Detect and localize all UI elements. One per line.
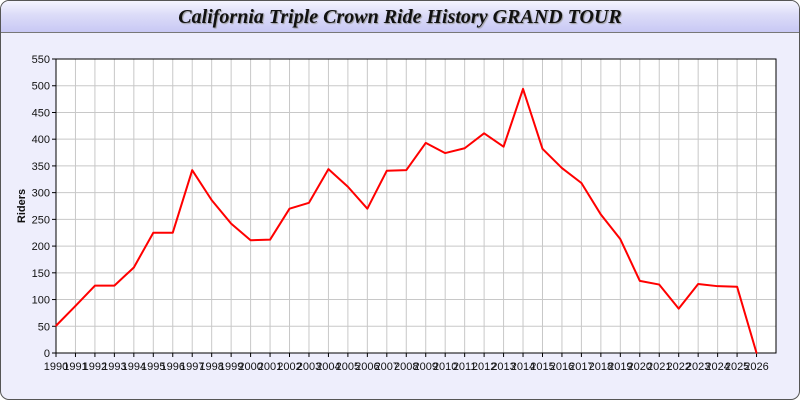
data-point [697,283,699,285]
x-tick-label: 2003 [297,361,321,373]
x-tick-label: 2000 [238,361,262,373]
y-tick-label: 250 [32,214,50,226]
x-tick-label: 2015 [530,361,554,373]
x-tick-label: 2014 [511,361,535,373]
y-tick-label: 200 [32,241,50,253]
y-tick-label: 400 [32,134,50,146]
data-point [210,199,213,201]
y-tick-label: 550 [32,54,50,66]
y-tick-label: 0 [44,348,50,360]
x-tick-label: 2018 [589,361,613,373]
x-tick-label: 2001 [258,361,282,373]
plot-border [55,58,777,354]
x-tick-label: 2002 [277,361,301,373]
x-tick-label: 2025 [725,361,749,373]
x-tick-label: 1996 [161,361,185,373]
x-tick-label: 2021 [647,361,671,373]
data-point [736,285,738,288]
y-tick-label: 300 [32,188,50,200]
data-point [405,169,408,171]
data-point [600,213,602,216]
y-tick-label: 150 [32,268,50,280]
x-tick-label: 2009 [413,361,437,373]
data-point [366,207,369,210]
data-point [444,152,446,154]
data-point [191,169,194,171]
x-tick-label: 1991 [63,361,87,373]
data-point [308,201,310,204]
plot-area [56,59,776,353]
x-tick-label: 2010 [433,361,457,373]
data-point [55,324,57,327]
x-tick-label: 1999 [219,361,243,373]
data-point [230,222,232,225]
data-point [755,352,758,354]
data-point [522,88,524,90]
data-point [152,231,155,234]
data-point [677,307,680,310]
data-point [580,182,583,184]
x-tick-label: 1994 [122,361,146,373]
x-tick-label: 1998 [199,361,223,373]
data-point [386,169,388,172]
x-tick-label: 2020 [628,361,652,373]
data-point [424,142,427,144]
chart-title: California Triple Crown Ride History GRA… [178,6,622,28]
data-point [638,280,641,282]
data-point [658,283,661,286]
data-point [171,231,174,234]
x-tick-label: 2022 [666,361,690,373]
y-tick-label: 350 [32,161,50,173]
data-point [113,284,116,287]
x-tick-label: 2007 [375,361,399,373]
x-tick-label: 1993 [102,361,126,373]
x-tick-label: 2006 [355,361,379,373]
y-axis-label: Riders [16,189,28,223]
y-tick-label: 50 [38,321,50,333]
data-point [541,148,544,150]
data-point [74,305,77,307]
x-tick-label: 2012 [472,361,496,373]
data-point [249,239,252,242]
data-point [347,185,349,188]
x-tick-label: 2016 [550,361,574,373]
x-tick-label: 2004 [316,361,340,373]
data-point [561,167,563,169]
data-point [716,285,719,287]
data-point [483,132,485,135]
x-tick-label: 1992 [83,361,107,373]
x-tick-label: 1995 [141,361,165,373]
x-tick-label: 2008 [394,361,418,373]
title-bar: California Triple Crown Ride History GRA… [1,1,799,33]
y-tick-label: 450 [32,107,50,119]
x-tick-label: 2023 [686,361,710,373]
x-tick-label: 1990 [44,361,68,373]
data-point [288,207,291,210]
data-point [502,145,505,148]
x-tick-label: 2026 [744,361,768,373]
x-tick-label: 2005 [336,361,360,373]
x-tick-label: 2013 [491,361,515,373]
y-tick-label: 500 [32,81,50,93]
x-tick-label: 1997 [180,361,204,373]
data-point [327,168,330,170]
data-point [463,147,466,150]
data-point [94,284,96,287]
y-tick-label: 100 [32,295,50,307]
x-tick-label: 2019 [608,361,632,373]
x-tick-label: 2011 [453,361,477,373]
data-point [133,266,135,269]
data-point [269,238,271,241]
x-tick-label: 2017 [569,361,593,373]
data-point [619,238,622,240]
x-tick-label: 2024 [705,361,729,373]
